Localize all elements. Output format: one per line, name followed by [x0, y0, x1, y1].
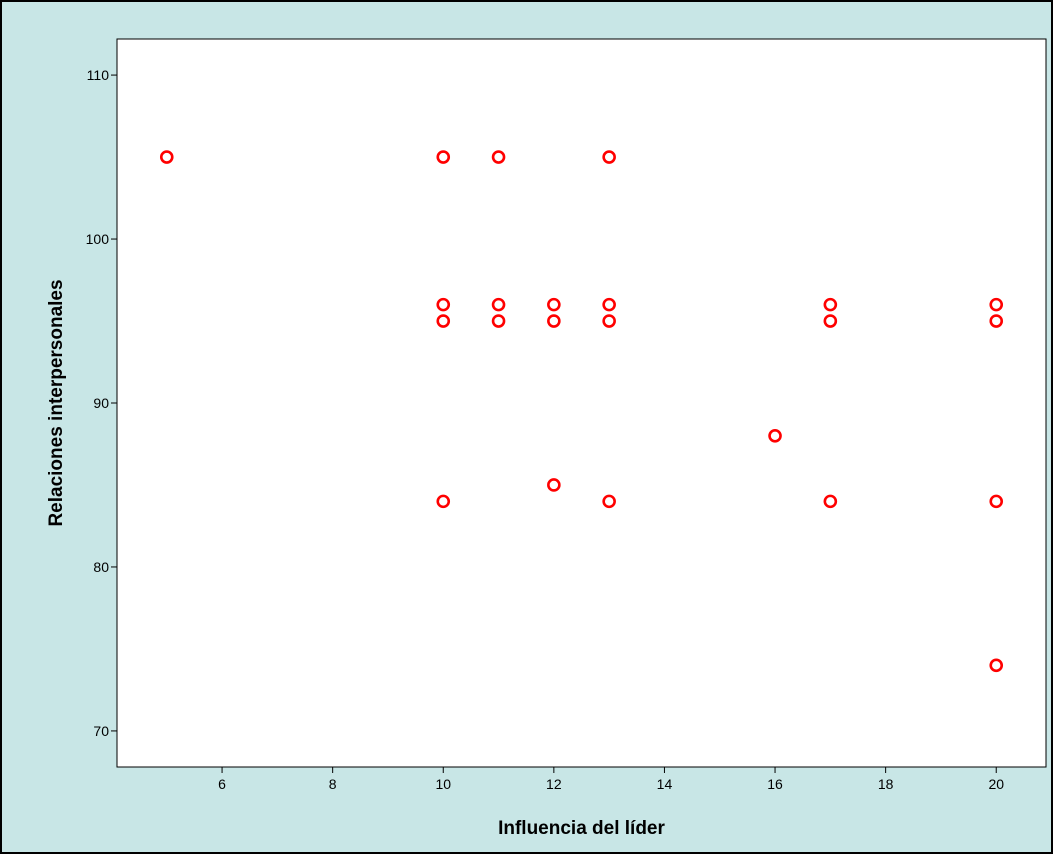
- data-point: [602, 314, 616, 328]
- y-tick-label: 70: [93, 723, 109, 739]
- x-tick-label: 14: [657, 776, 673, 792]
- data-points: [159, 150, 1004, 673]
- x-tick-label: 20: [988, 776, 1004, 792]
- x-tick-label: 6: [218, 776, 226, 792]
- y-axis: 70 80 90 100 110: [86, 67, 117, 739]
- data-point: [602, 297, 616, 312]
- data-point: [989, 314, 1004, 328]
- x-axis: 6 8 10 12 14 16 18 20: [218, 767, 1004, 792]
- data-point: [547, 478, 561, 492]
- data-point: [436, 297, 451, 312]
- data-point: [491, 297, 506, 312]
- data-point: [436, 314, 451, 328]
- data-point: [491, 314, 506, 328]
- data-point: [547, 314, 561, 328]
- x-tick-label: 18: [878, 776, 894, 792]
- data-point: [436, 150, 451, 164]
- data-point: [491, 150, 506, 164]
- x-tick-label: 12: [546, 776, 562, 792]
- plot-area: [116, 38, 1047, 768]
- data-point: [602, 150, 616, 164]
- data-point: [547, 297, 561, 312]
- data-point: [823, 297, 838, 312]
- y-tick-label: 90: [93, 395, 109, 411]
- data-point: [823, 314, 838, 328]
- x-tick-label: 16: [767, 776, 783, 792]
- data-point: [436, 494, 451, 509]
- y-tick-label: 110: [87, 67, 110, 83]
- y-axis-label: Relaciones interpersonales: [46, 279, 67, 526]
- data-point: [989, 658, 1004, 673]
- x-axis-label: Influencia del líder: [498, 818, 665, 839]
- y-tick-label: 80: [93, 559, 109, 575]
- x-tick-label: 8: [329, 776, 337, 792]
- x-tick-label: 10: [435, 776, 451, 792]
- data-point: [989, 494, 1004, 509]
- data-point: [823, 494, 838, 509]
- data-point: [602, 494, 616, 509]
- data-point: [989, 297, 1004, 312]
- y-tick-label: 100: [86, 231, 110, 247]
- data-point: [159, 150, 174, 164]
- data-point: [768, 428, 782, 443]
